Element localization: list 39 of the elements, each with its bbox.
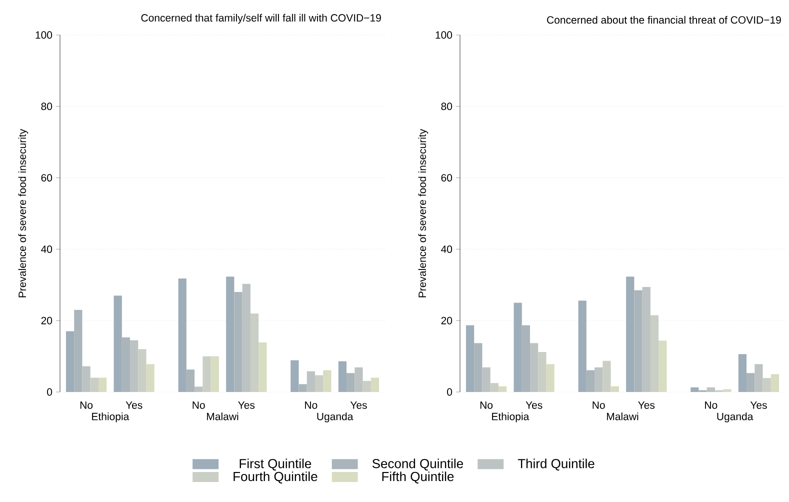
- y-tick-label: 100: [36, 31, 52, 39]
- x-tick-label: No: [192, 402, 205, 409]
- y-tick-label: 80: [41, 102, 52, 110]
- y-tick-label: 20: [41, 316, 52, 324]
- x-tick-label: Yes: [350, 402, 367, 409]
- text: Ethiopia: [92, 412, 130, 422]
- x-tick-label: No: [480, 402, 493, 409]
- y-tick-label: 60: [441, 174, 452, 182]
- x-tick-label: No: [305, 402, 318, 409]
- y-tick-label: 20: [441, 316, 452, 324]
- x-tick-label: Yes: [238, 402, 255, 409]
- legend-label: Fourth Quintile: [234, 472, 318, 484]
- legend-label: Fifth Quintile: [382, 472, 454, 484]
- x-tick-label: Yes: [638, 402, 655, 409]
- y-tick-label: 80: [441, 102, 452, 110]
- x-tick-label: Yes: [750, 402, 767, 409]
- y-tick-label: 60: [41, 174, 52, 182]
- chart-title: Concerned about the financial threat of COVID−19: [547, 16, 781, 24]
- chart-title: Concerned that family/self will fall ill with COVID−19: [141, 14, 381, 24]
- x-tick-label: Yes: [126, 402, 142, 409]
- y-tick-label: 0: [447, 388, 452, 396]
- legend-label: First Quintile: [240, 458, 312, 471]
- text: Ethiopia: [492, 412, 530, 422]
- y-tick-label: 100: [436, 31, 452, 39]
- x-tick-label: No: [705, 402, 718, 409]
- text: Uganda: [317, 412, 354, 422]
- text: Malawi: [207, 412, 238, 420]
- x-tick-label: Yes: [526, 402, 542, 409]
- text: Uganda: [717, 412, 754, 422]
- y-tick-label: 0: [47, 388, 52, 396]
- legend-label: Second Quintile: [372, 458, 464, 471]
- text: Malawi: [607, 412, 638, 420]
- y-axis-title: Prevalence of severe food insecurity: [18, 128, 28, 298]
- x-tick-label: No: [80, 402, 93, 409]
- y-axis-title: Prevalence of severe food insecurity: [418, 128, 428, 298]
- y-tick-label: 40: [441, 245, 452, 253]
- legend-label: Third Quintile: [518, 458, 594, 471]
- y-tick-label: 40: [41, 245, 52, 253]
- x-tick-label: No: [592, 402, 605, 409]
